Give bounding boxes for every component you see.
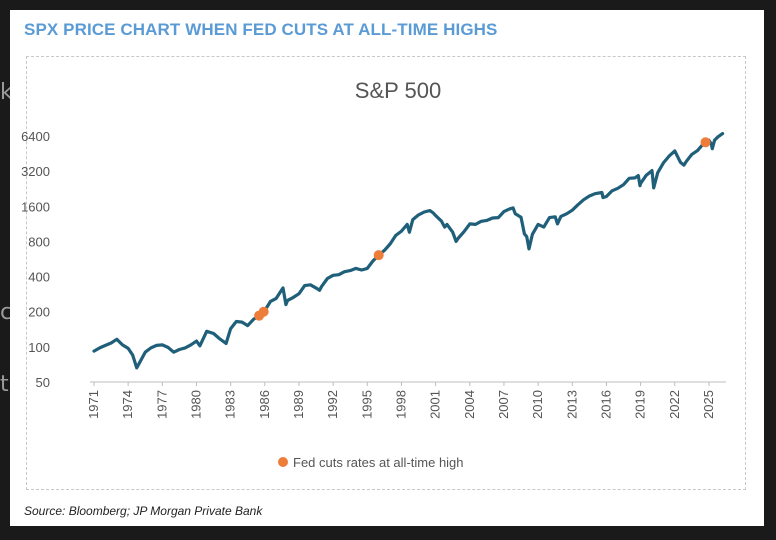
x-tick-label: 1986 xyxy=(257,390,272,419)
sp500-series-line xyxy=(92,132,725,370)
y-tick-label: 400 xyxy=(28,270,50,285)
y-tick-label: 1600 xyxy=(21,199,50,214)
headline: SPX PRICE CHART WHEN FED CUTS AT ALL-TIM… xyxy=(24,20,498,39)
x-tick-label: 1995 xyxy=(359,390,374,419)
background-text-fragment: c xyxy=(0,300,13,325)
y-tick-label: 200 xyxy=(28,305,50,320)
plot-frame xyxy=(26,56,746,490)
x-tick-label: 2016 xyxy=(598,390,613,419)
x-tick-label: 1977 xyxy=(154,390,169,419)
x-tick-label: 2019 xyxy=(633,390,648,419)
fed-cut-marker xyxy=(700,137,711,148)
y-tick-label: 6400 xyxy=(21,129,50,144)
x-tick-label: 1974 xyxy=(120,390,135,419)
x-tick-label: 1992 xyxy=(325,390,340,419)
x-tick-label: 2013 xyxy=(564,390,579,419)
source-note: Source: Bloomberg; JP Morgan Private Ban… xyxy=(24,504,263,518)
x-tick-label: 2025 xyxy=(701,390,716,419)
chart-svg: S&P 500 50 100 200 400 800 1600 3200 6400 1971 197… xyxy=(21,78,726,470)
y-tick-label: 50 xyxy=(36,375,50,390)
y-tick-label: 3200 xyxy=(21,164,50,179)
y-tick-label: 800 xyxy=(28,234,50,249)
fed-cut-marker xyxy=(258,306,269,317)
x-tick-label: 1983 xyxy=(223,390,238,419)
chart-title: S&P 500 xyxy=(355,78,441,103)
x-tick-label: 2001 xyxy=(428,390,443,419)
x-tick-label: 1998 xyxy=(393,390,408,419)
x-tick-label: 1980 xyxy=(188,390,203,419)
legend-label: Fed cuts rates at all-time high xyxy=(293,455,464,470)
background-text-fragment: k xyxy=(0,80,13,105)
legend-marker xyxy=(278,457,288,467)
x-tick-label: 2007 xyxy=(496,390,511,419)
x-tick-label: 2010 xyxy=(530,390,545,419)
x-tick-label: 2022 xyxy=(667,390,682,419)
background-text-fragment: t xyxy=(0,372,9,397)
fed-cut-marker xyxy=(373,250,384,261)
x-tick-label: 2004 xyxy=(462,390,477,419)
y-tick-label: 100 xyxy=(28,340,50,355)
x-tick-label: 1971 xyxy=(86,390,101,419)
chart-card: SPX PRICE CHART WHEN FED CUTS AT ALL-TIM… xyxy=(10,10,764,526)
x-tick-label: 1989 xyxy=(291,390,306,419)
